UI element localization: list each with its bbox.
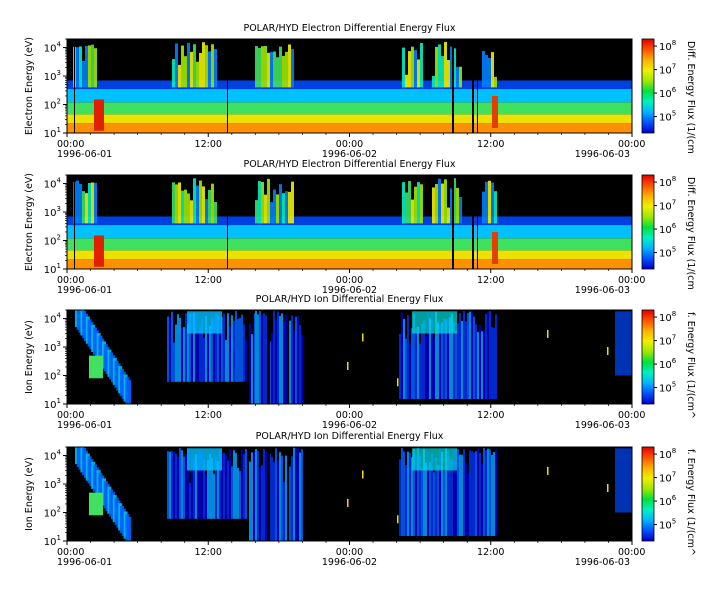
x-tick-time: 12:00 [195, 139, 222, 150]
y-tick-label: 101 [44, 126, 61, 140]
spectrogram-panel-4: POLAR/HYD Ion Differential Energy Flux Io… [24, 431, 696, 568]
y-axis-label-2: Electron Energy (eV) [24, 173, 35, 271]
y-tick-label: 103 [44, 477, 61, 491]
y-tick-label: 103 [44, 340, 61, 354]
x-tick-time: 00:00 [336, 139, 363, 150]
x-tick-date: 1996-06-01 [57, 557, 112, 568]
colorbar-label: f. Energy Flux (1/(cm^ [685, 449, 696, 556]
x-tick-date: 1996-06-01 [57, 285, 112, 296]
colorbar-tick-label: 107 [659, 199, 676, 213]
y-tick-label: 101 [44, 397, 61, 411]
spectrogram-panel-2: POLAR/HYD Electron Differential Energy F… [24, 159, 696, 296]
colorbar-3: 105 106 107 108 f. Energy Flux (1/(cm^ [641, 309, 696, 419]
x-tick-time: 12:00 [477, 275, 504, 286]
x-tick-date: 1996-06-02 [322, 557, 377, 568]
plot-title-3: POLAR/HYD Ion Differential Energy Flux [256, 294, 444, 305]
colorbar-tick-label: 105 [659, 381, 676, 395]
colorbar-scale [641, 446, 655, 542]
spectrogram-image-2 [67, 175, 632, 269]
spectrogram-panel-3: POLAR/HYD Ion Differential Energy Flux Io… [24, 294, 696, 431]
x-tick-time: 00:00 [336, 275, 363, 286]
x-tick-time: 00:00 [618, 139, 645, 150]
x-tick-time: 00:00 [336, 547, 363, 558]
y-axis-label-3: Ion Energy (eV) [24, 320, 35, 394]
x-tick-time: 00:00 [618, 275, 645, 286]
y-tick-label: 104 [44, 177, 62, 191]
colorbar-scale [641, 174, 655, 270]
y-tick-label: 104 [44, 41, 62, 55]
y-axis-label-1: Electron Energy (eV) [24, 37, 35, 135]
x-tick-time: 00:00 [57, 139, 84, 150]
colorbar-tick-label: 107 [659, 471, 676, 485]
y-tick-label: 102 [44, 506, 61, 520]
y-tick-label: 103 [44, 69, 61, 83]
colorbar-tick-label: 106 [659, 86, 677, 100]
colorbar-tick-label: 108 [659, 447, 676, 461]
x-tick-time: 12:00 [477, 410, 504, 421]
x-tick-time: 12:00 [477, 547, 504, 558]
x-tick-date: 1996-06-03 [575, 557, 630, 568]
y-tick-label: 101 [44, 262, 61, 276]
x-tick-time: 00:00 [57, 275, 84, 286]
x-tick-time: 00:00 [57, 410, 84, 421]
y-tick-label: 104 [44, 449, 62, 463]
colorbar-tick-label: 106 [659, 494, 677, 508]
colorbar-label: f. Energy Flux (1/(cm^ [685, 312, 696, 419]
colorbar-tick-label: 108 [659, 39, 676, 53]
x-tick-time: 12:00 [195, 547, 222, 558]
colorbar-label: Diff. Energy Flux (1/(cm [685, 177, 696, 290]
colorbar-2: 105 106 107 108 Diff. Energy Flux (1/(cm [641, 174, 696, 290]
y-axis-label-4: Ion Energy (eV) [24, 457, 35, 531]
plot-title-4: POLAR/HYD Ion Differential Energy Flux [256, 431, 444, 442]
y-tick-label: 102 [44, 98, 61, 112]
colorbar-tick-label: 108 [659, 310, 676, 324]
x-tick-time: 12:00 [195, 410, 222, 421]
y-tick-label: 102 [44, 369, 61, 383]
spectrogram-image-3 [75, 310, 632, 404]
y-tick-label: 102 [44, 234, 61, 248]
colorbar-scale [641, 38, 655, 134]
colorbar-label: Diff. Energy Flux (1/(cm [685, 41, 696, 154]
x-tick-date: 1996-06-03 [575, 149, 630, 160]
colorbar-tick-label: 106 [659, 222, 677, 236]
x-tick-date: 1996-06-02 [322, 149, 377, 160]
x-tick-time: 12:00 [195, 275, 222, 286]
spectrogram-image-1 [67, 39, 632, 133]
x-tick-date: 1996-06-03 [575, 420, 630, 431]
colorbar-4: 105 106 107 108 f. Energy Flux (1/(cm^ [641, 446, 696, 556]
spectrogram-image-4 [75, 447, 632, 541]
x-tick-time: 00:00 [618, 547, 645, 558]
x-tick-date: 1996-06-02 [322, 285, 377, 296]
x-tick-date: 1996-06-03 [575, 285, 630, 296]
colorbar-tick-label: 108 [659, 175, 676, 189]
spectrogram-panel-1: POLAR/HYD Electron Differential Energy F… [24, 23, 696, 160]
x-tick-date: 1996-06-02 [322, 420, 377, 431]
colorbar-tick-label: 105 [659, 110, 676, 124]
x-tick-date: 1996-06-01 [57, 149, 112, 160]
x-tick-time: 00:00 [618, 410, 645, 421]
y-tick-label: 103 [44, 205, 61, 219]
colorbar-scale [641, 309, 655, 405]
x-tick-time: 12:00 [477, 139, 504, 150]
colorbar-tick-label: 107 [659, 63, 676, 77]
colorbar-tick-label: 105 [659, 246, 676, 260]
plot-area-3 [67, 310, 632, 404]
colorbar-tick-label: 105 [659, 518, 676, 532]
colorbar-tick-label: 107 [659, 334, 676, 348]
colorbar-1: 105 106 107 108 Diff. Energy Flux (1/(cm [641, 38, 696, 154]
x-tick-time: 00:00 [336, 410, 363, 421]
y-tick-label: 104 [44, 312, 62, 326]
x-tick-time: 00:00 [57, 547, 84, 558]
colorbar-tick-label: 106 [659, 357, 677, 371]
plot-title-2: POLAR/HYD Electron Differential Energy F… [243, 159, 455, 170]
x-tick-date: 1996-06-01 [57, 420, 112, 431]
plot-area-4 [67, 447, 632, 541]
plot-title-1: POLAR/HYD Electron Differential Energy F… [243, 23, 455, 34]
y-tick-label: 101 [44, 534, 61, 548]
